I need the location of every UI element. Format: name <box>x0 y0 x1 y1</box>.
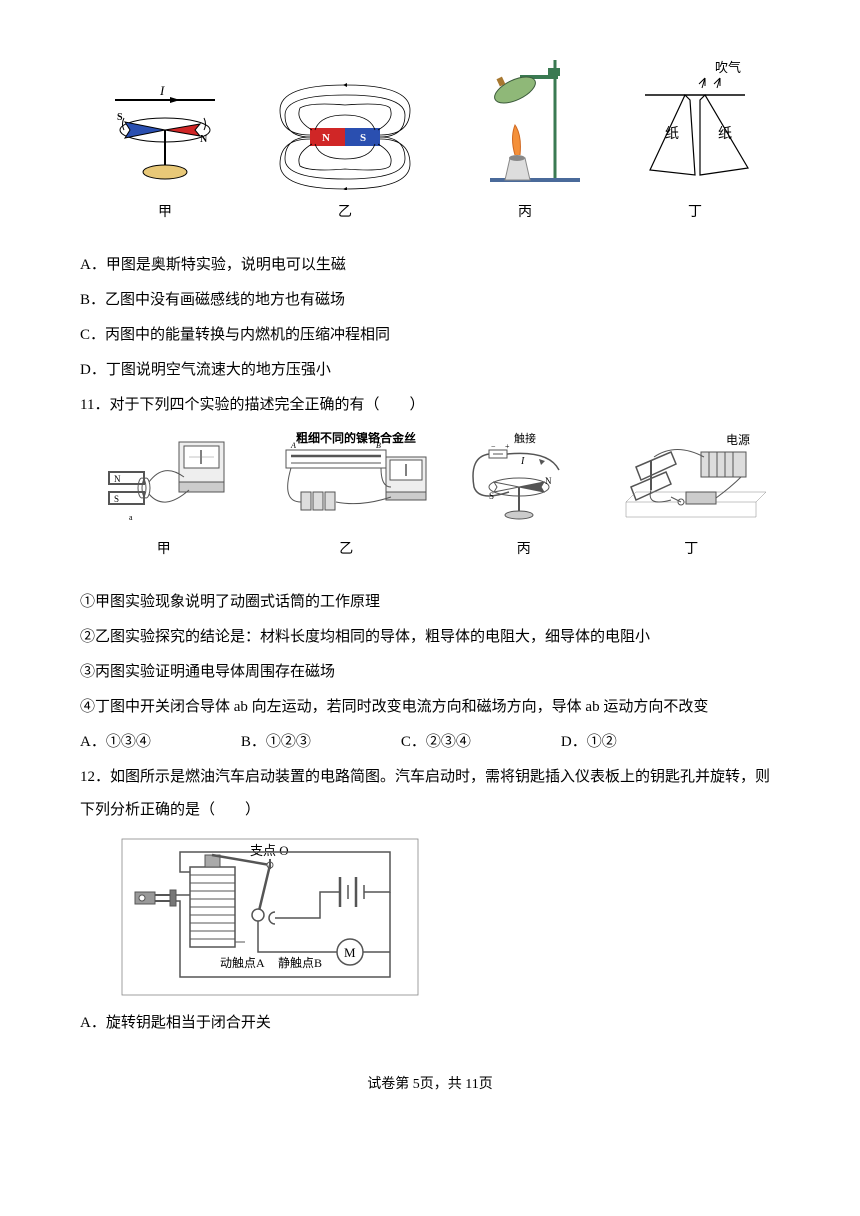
svg-text:N: N <box>545 476 552 486</box>
figure-label-bing: 丙 <box>518 198 532 229</box>
svg-text:S: S <box>117 112 123 123</box>
q11-label-jia: 甲 <box>157 535 171 566</box>
svg-text:S: S <box>489 491 494 501</box>
q11-title: 11．对于下列四个实验的描述完全正确的有（ ） <box>80 389 780 422</box>
q11-statement-4: ④丁图中开关闭合导体 ab 向左运动，若同时改变电流方向和磁场方向，导体 ab … <box>80 691 780 724</box>
car-starter-circuit-icon: 支点 O 动触点A 静触点B M <box>120 837 420 997</box>
svg-text:B: B <box>376 441 381 450</box>
q10-option-d: D．丁图说明空气流速大的地方压强小 <box>80 354 780 387</box>
q10-option-a: A．甲图是奥斯特实验，说明电可以生磁 <box>80 249 780 282</box>
svg-text:纸: 纸 <box>665 126 679 142</box>
q12-circuit: 支点 O 动触点A 静触点B M <box>120 837 780 997</box>
figure-ding: 吹气 纸 纸 丁 <box>630 60 760 229</box>
paper-blow-icon: 吹气 纸 纸 <box>630 60 760 190</box>
compass-icon: I S N <box>100 80 230 190</box>
svg-text:动触点A: 动触点A <box>220 956 265 970</box>
page-footer: 试卷第 5页，共 11页 <box>80 1070 780 1101</box>
q11-figure-ding: 电源 丁 <box>616 432 766 566</box>
svg-text:A: A <box>290 441 296 450</box>
q11-figure-yi: 粗细不同的镍铬合金丝 A B 乙 <box>261 432 431 566</box>
q11-figure-jia: N S a 甲 <box>94 432 234 566</box>
motor-circuit-icon: 电源 <box>616 432 766 527</box>
svg-text:支点 O: 支点 O <box>250 843 289 858</box>
q11-statement-1: ①甲图实验现象说明了动圈式话筒的工作原理 <box>80 586 780 619</box>
figure-label-jia: 甲 <box>158 198 172 229</box>
svg-text:M: M <box>344 945 356 960</box>
svg-text:−: − <box>491 442 496 451</box>
q10-option-c: C．丙图中的能量转换与内燃机的压缩冲程相同 <box>80 319 780 352</box>
resistance-wire-icon: 粗细不同的镍铬合金丝 A B <box>261 432 431 527</box>
q12-option-a: A．旋转钥匙相当于闭合开关 <box>80 1007 780 1040</box>
q11-option-b: B．①②③ <box>241 726 311 759</box>
q11-option-c: C．②③④ <box>401 726 471 759</box>
svg-text:N: N <box>200 134 208 145</box>
q11-label-bing: 丙 <box>517 535 531 566</box>
svg-text:S: S <box>360 132 366 144</box>
svg-text:N: N <box>114 474 121 484</box>
svg-text:S: S <box>114 494 119 504</box>
svg-text:电源: 电源 <box>726 433 750 447</box>
q11-option-a: A．①③④ <box>80 726 151 759</box>
svg-text:+: + <box>505 442 510 451</box>
bar-magnet-field-icon: N S <box>270 80 420 190</box>
svg-text:I: I <box>159 83 165 98</box>
q11-statement-2: ②乙图实验探究的结论是：材料长度均相同的导体，粗导体的电阻大，细导体的电阻小 <box>80 621 780 654</box>
svg-text:a: a <box>129 513 133 522</box>
q11-label-yi: 乙 <box>339 535 353 566</box>
svg-text:粗细不同的镍铬合金丝: 粗细不同的镍铬合金丝 <box>296 432 416 445</box>
svg-text:N: N <box>322 132 330 144</box>
burner-stand-icon <box>460 50 590 190</box>
q11-figure-bing: 触接 − + I S N 丙 <box>459 432 589 566</box>
figure-label-ding: 丁 <box>688 198 702 229</box>
svg-text:I: I <box>520 456 525 467</box>
q11-options: A．①③④ B．①②③ C．②③④ D．①② <box>80 726 780 759</box>
q11-label-ding: 丁 <box>684 535 698 566</box>
figure-row-1: I S N 甲 N S <box>80 50 780 229</box>
figure-yi: N S 乙 <box>270 80 420 229</box>
figure-bing: 丙 <box>460 50 590 229</box>
figure-jia: I S N 甲 <box>100 80 230 229</box>
q11-statement-3: ③丙图实验证明通电导体周围存在磁场 <box>80 656 780 689</box>
svg-text:静触点B: 静触点B <box>278 956 322 970</box>
figure-row-2: N S a 甲 粗细不同的镍铬合金丝 A B <box>80 432 780 566</box>
galvanometer-magnet-icon: N S a <box>94 432 234 527</box>
q11-option-d: D．①② <box>561 726 617 759</box>
figure-label-yi: 乙 <box>338 198 352 229</box>
q12-title: 12．如图所示是燃油汽车启动装置的电路简图。汽车启动时，需将钥匙插入仪表板上的钥… <box>80 761 780 827</box>
q10-option-b: B．乙图中没有画磁感线的地方也有磁场 <box>80 284 780 317</box>
svg-text:触接: 触接 <box>514 432 536 445</box>
oersted-icon: 触接 − + I S N <box>459 432 589 527</box>
svg-text:纸: 纸 <box>718 126 732 142</box>
svg-text:吹气: 吹气 <box>715 60 741 75</box>
